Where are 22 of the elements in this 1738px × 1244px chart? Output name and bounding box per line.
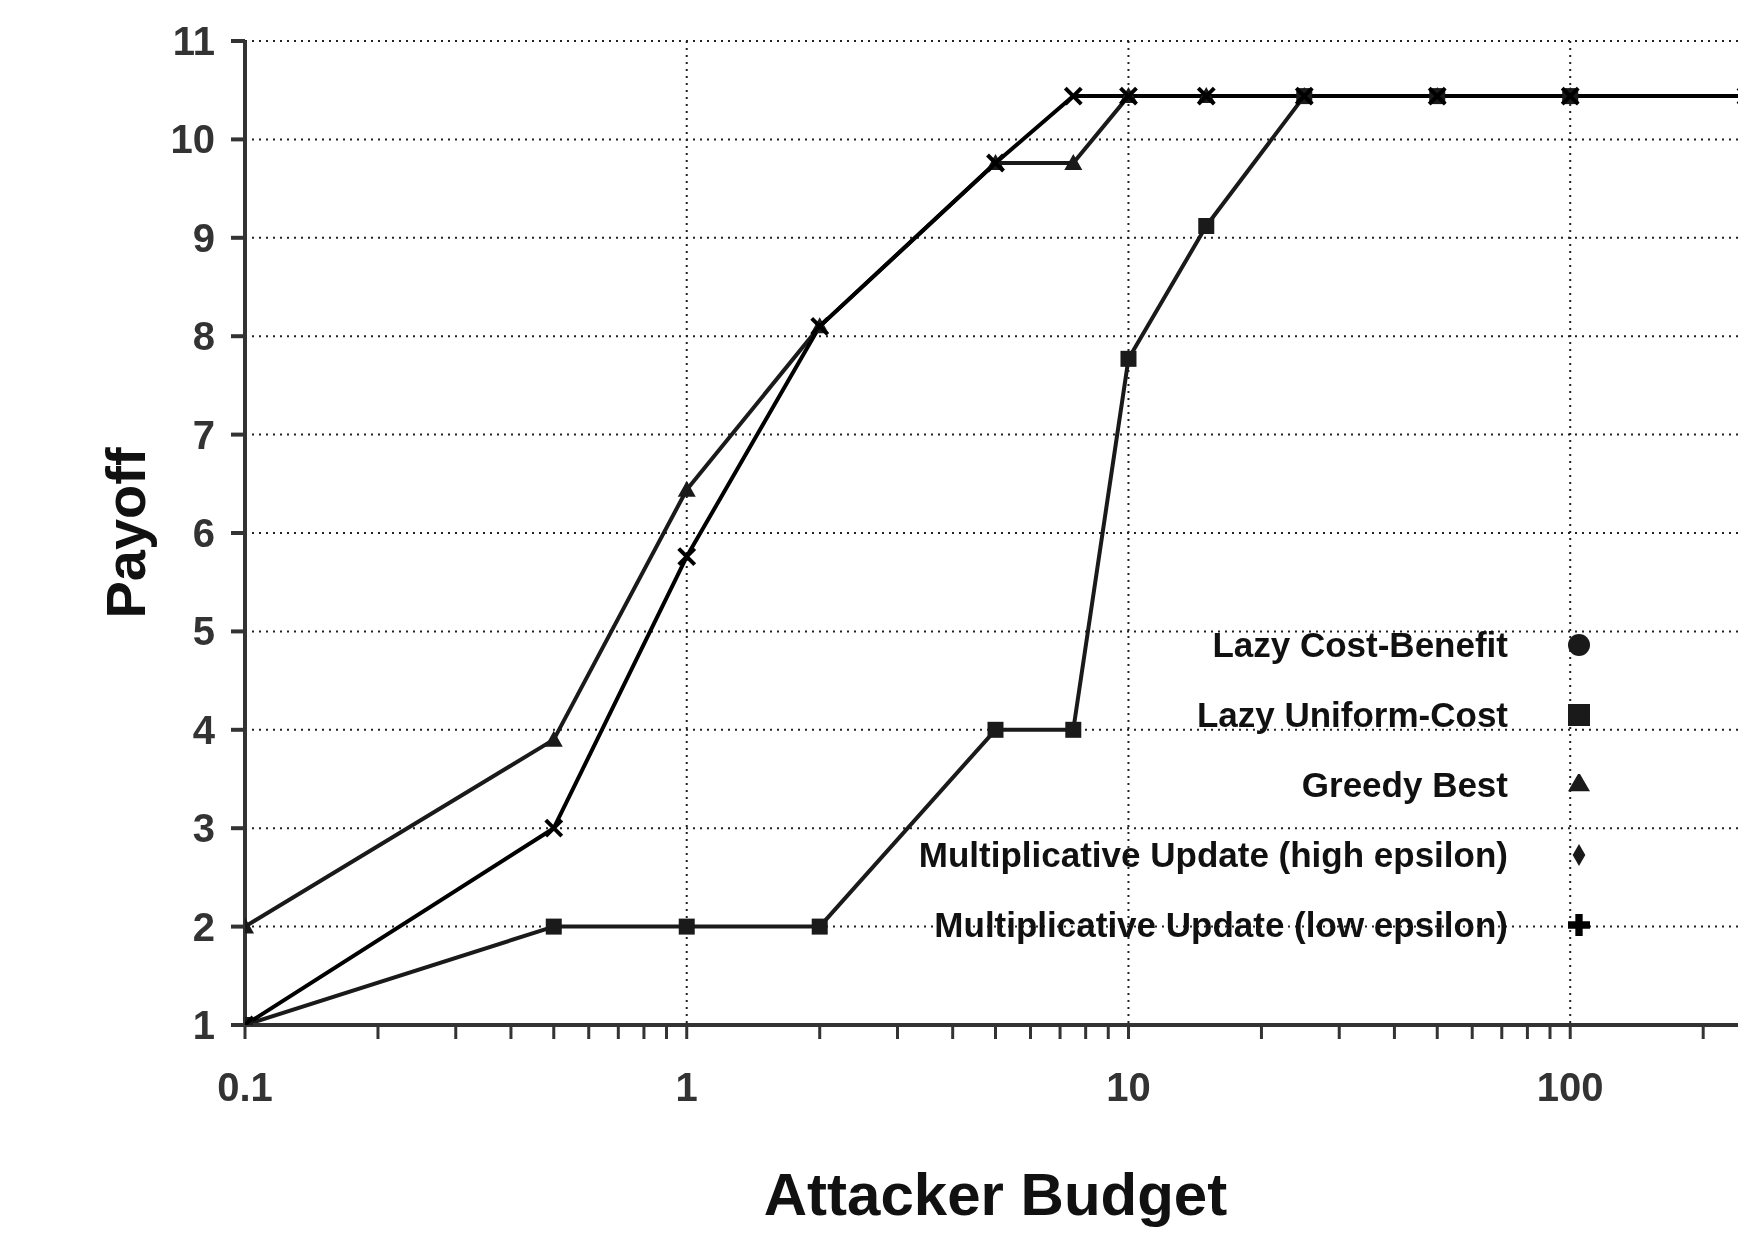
- y-tick-label: 10: [170, 117, 215, 162]
- y-tick-label: 5: [192, 609, 215, 654]
- x-axis-title: Attacker Budget: [763, 1161, 1228, 1228]
- legend-label: Multiplicative Update (high epsilon): [918, 835, 1508, 875]
- y-tick-label: 11: [172, 19, 215, 63]
- x-tick-label: 0.1: [217, 1065, 273, 1109]
- legend-label: Lazy Uniform-Cost: [1196, 695, 1508, 735]
- y-tick-label: 2: [192, 904, 215, 949]
- y-axis-title: Payoff: [93, 447, 157, 619]
- x-tick-label: 100: [1536, 1065, 1604, 1109]
- y-tick-label: 3: [192, 806, 215, 851]
- x-tick-label: 10: [1106, 1065, 1151, 1109]
- y-tick-label: 9: [192, 215, 215, 260]
- y-tick-label: 4: [192, 707, 216, 752]
- y-tick-label: 1: [192, 1003, 215, 1047]
- legend-label: Multiplicative Update (low epsilon): [934, 905, 1508, 945]
- y-tick-label: 6: [192, 511, 215, 555]
- legend-label: Lazy Cost-Benefit: [1212, 625, 1508, 665]
- legend-label: Greedy Best: [1301, 765, 1508, 805]
- y-tick-label: 8: [192, 314, 215, 359]
- y-tick-label: 7: [192, 412, 215, 457]
- x-tick-label: 1: [675, 1065, 698, 1109]
